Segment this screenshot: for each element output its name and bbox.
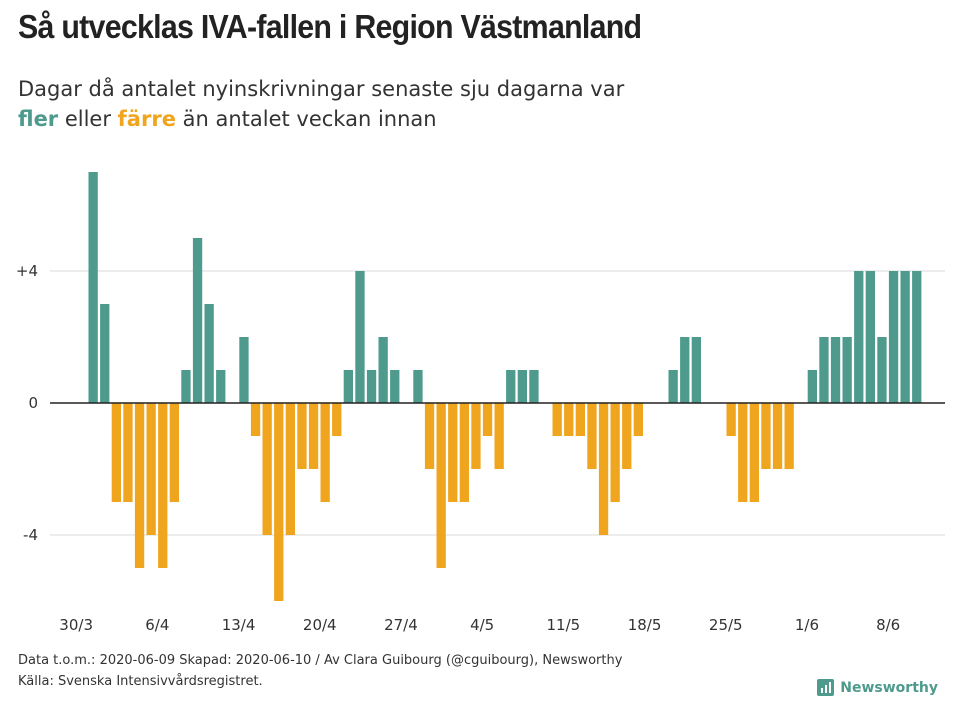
bar-negative bbox=[622, 403, 632, 469]
x-tick-label: 25/5 bbox=[709, 616, 743, 634]
bar-negative bbox=[436, 403, 446, 568]
bar-negative bbox=[297, 403, 307, 469]
subtitle-line-2: fler eller färre än antalet veckan innan bbox=[18, 104, 624, 134]
bar-positive bbox=[854, 271, 864, 403]
bar-positive bbox=[912, 271, 922, 403]
bar-negative bbox=[123, 403, 133, 502]
bar-negative bbox=[332, 403, 342, 436]
bar-positive bbox=[807, 370, 817, 403]
y-tick-label: -4 bbox=[23, 526, 38, 544]
bar-negative bbox=[308, 403, 319, 469]
bar-positive bbox=[819, 337, 829, 403]
subtitle-up-word: fler bbox=[18, 107, 59, 131]
bar-negative bbox=[761, 403, 771, 469]
x-tick-label: 30/3 bbox=[59, 616, 93, 634]
x-tick-label: 8/6 bbox=[876, 616, 900, 634]
x-tick-label: 1/6 bbox=[795, 616, 819, 634]
bar-positive bbox=[181, 370, 191, 403]
bar-positive bbox=[355, 271, 365, 403]
subtitle-line-1: Dagar då antalet nyinskrivningar senaste… bbox=[18, 77, 625, 101]
bar-positive bbox=[680, 337, 690, 403]
subtitle-end: än antalet veckan innan bbox=[175, 107, 437, 131]
bar-negative bbox=[784, 403, 794, 469]
bar-positive bbox=[691, 337, 701, 403]
bar-negative bbox=[459, 403, 469, 502]
bar-negative bbox=[134, 403, 145, 568]
x-tick-label: 6/4 bbox=[145, 616, 169, 634]
bar-negative bbox=[587, 403, 597, 469]
x-tick-label: 4/5 bbox=[470, 616, 494, 634]
bar-negative bbox=[169, 403, 179, 502]
bar-negative bbox=[111, 403, 121, 502]
bar-negative bbox=[158, 403, 168, 568]
bar-positive bbox=[517, 370, 527, 403]
bar-negative bbox=[274, 403, 284, 601]
bar-negative bbox=[448, 403, 458, 502]
bar-negative bbox=[633, 403, 643, 436]
bar-positive bbox=[100, 304, 110, 403]
bar-positive bbox=[529, 370, 539, 403]
bar-positive bbox=[842, 337, 852, 403]
bar-negative bbox=[424, 403, 435, 469]
bar-positive bbox=[900, 271, 910, 403]
bar-negative bbox=[285, 403, 295, 535]
bar-positive bbox=[888, 271, 899, 403]
bar-negative bbox=[749, 403, 759, 502]
bar-negative bbox=[494, 403, 504, 469]
subtitle-middle: eller bbox=[58, 107, 118, 131]
bar-negative bbox=[262, 403, 272, 535]
bar-negative bbox=[552, 403, 562, 436]
x-tick-label: 20/4 bbox=[303, 616, 337, 634]
bar-negative bbox=[250, 403, 261, 436]
bar-negative bbox=[610, 403, 620, 502]
subtitle-down-word: färre bbox=[117, 107, 176, 131]
footer-source: Källa: Svenska Intensivvårdsregistret. bbox=[18, 674, 263, 689]
bar-positive bbox=[192, 238, 203, 403]
bar-chart: +4 0 -4 30/3 6/4 13/4 20/4 27/4 4/5 11/5 18/5 25/5 1… bbox=[16, 172, 945, 634]
bar-positive bbox=[216, 370, 226, 403]
bar-positive bbox=[239, 337, 249, 403]
bar-negative bbox=[471, 403, 481, 469]
bar-positive bbox=[877, 337, 887, 403]
bar-positive bbox=[366, 370, 377, 403]
footer-credits: Data t.o.m.: 2020-06-09 Skapad: 2020-06-… bbox=[18, 653, 623, 668]
x-tick-label: 18/5 bbox=[628, 616, 662, 634]
x-tick-label: 13/4 bbox=[222, 616, 256, 634]
bar-positive bbox=[88, 172, 98, 403]
x-tick-label: 27/4 bbox=[384, 616, 418, 634]
bar-negative bbox=[564, 403, 574, 436]
bar-positive bbox=[668, 370, 678, 403]
bar-positive bbox=[413, 370, 423, 403]
bar-chart-icon bbox=[817, 679, 835, 696]
chart-title: Så utvecklas IVA-fallen i Region Västman… bbox=[18, 8, 642, 45]
bar-positive bbox=[865, 271, 875, 403]
y-tick-label: +4 bbox=[16, 262, 38, 280]
bar-positive bbox=[830, 337, 841, 403]
bar-negative bbox=[146, 403, 156, 535]
bar-negative bbox=[726, 403, 736, 436]
bar-positive bbox=[204, 304, 214, 403]
bar-negative bbox=[772, 403, 783, 469]
bar-negative bbox=[598, 403, 609, 535]
bar-positive bbox=[343, 370, 353, 403]
bar-negative bbox=[575, 403, 585, 436]
bar-positive bbox=[378, 337, 388, 403]
x-tick-label: 11/5 bbox=[547, 616, 581, 634]
bar-negative bbox=[738, 403, 748, 502]
brand-name: Newsworthy bbox=[840, 679, 938, 696]
bar-positive bbox=[506, 370, 516, 403]
chart-subtitle: Dagar då antalet nyinskrivningar senaste… bbox=[18, 74, 624, 134]
bar-negative bbox=[320, 403, 330, 502]
y-tick-label: 0 bbox=[28, 394, 38, 412]
bar-negative bbox=[482, 403, 493, 436]
bar-positive bbox=[390, 370, 400, 403]
brand-logo: Newsworthy bbox=[817, 679, 938, 696]
